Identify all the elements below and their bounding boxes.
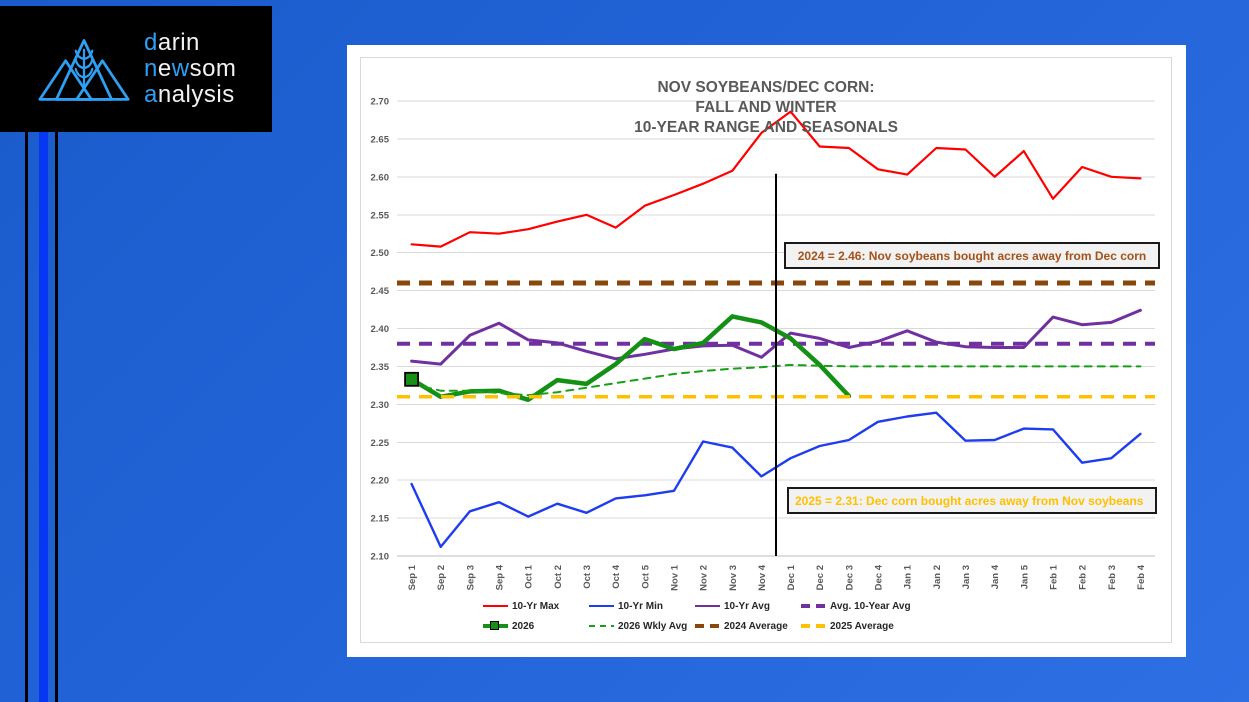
- svg-text:2.60: 2.60: [371, 172, 390, 183]
- legend-swatch-dashed-line: [801, 624, 826, 628]
- chart-plot-svg: 2.10 2.15 2.20 2.25 2.30 2.35 2.40 2.45 2.50 2.55…: [371, 97, 1155, 591]
- legend-item: 10-Yr Max: [483, 598, 589, 614]
- annotation-2025-average: 2025 = 2.31: Dec corn bought acres away …: [787, 487, 1157, 514]
- svg-text:Dec 1: Dec 1: [786, 564, 797, 590]
- legend-swatch-line: [483, 620, 508, 630]
- svg-text:Dec 3: Dec 3: [844, 565, 855, 590]
- svg-text:Nov 1: Nov 1: [670, 564, 681, 591]
- svg-text:Sep 2: Sep 2: [436, 565, 447, 590]
- legend-item: 2026 Wkly Avg: [589, 618, 695, 634]
- annotation-2024-average: 2024 = 2.46: Nov soybeans bought acres a…: [784, 242, 1160, 269]
- legend-item: 2025 Average: [801, 618, 907, 634]
- svg-text:2.20: 2.20: [371, 476, 390, 487]
- svg-text:Sep 4: Sep 4: [495, 564, 506, 590]
- svg-text:Jan 1: Jan 1: [903, 564, 914, 589]
- legend-label: 2026 Wkly Avg: [618, 620, 688, 632]
- svg-text:2.45: 2.45: [371, 286, 390, 297]
- svg-text:Jan 5: Jan 5: [1019, 564, 1030, 589]
- svg-text:2.25: 2.25: [371, 438, 390, 449]
- svg-text:2.15: 2.15: [371, 514, 390, 525]
- svg-text:Oct 4: Oct 4: [611, 564, 622, 588]
- legend-label: 10-Yr Min: [618, 600, 664, 612]
- legend-item: 10-Yr Min: [589, 598, 695, 614]
- legend-item: Avg. 10-Year Avg: [801, 598, 911, 614]
- svg-text:Oct 1: Oct 1: [524, 564, 535, 588]
- legend-label: 10-Yr Avg: [724, 600, 770, 612]
- legend-item: 2024 Average: [695, 618, 801, 634]
- svg-text:Nov 2: Nov 2: [699, 565, 710, 591]
- svg-text:Oct 3: Oct 3: [582, 565, 593, 589]
- legend-swatch-dashed-line: [589, 624, 614, 628]
- svg-text:Oct 2: Oct 2: [553, 565, 564, 589]
- svg-text:Oct 5: Oct 5: [640, 564, 651, 588]
- legend-swatch-line: [589, 604, 614, 608]
- legend-label: 10-Yr Max: [512, 600, 560, 612]
- legend-label: 2026: [512, 620, 535, 632]
- svg-text:Jan 4: Jan 4: [990, 564, 1001, 589]
- plot-frame: [360, 57, 1172, 643]
- chart-title-line-3: 10-YEAR RANGE AND SEASONALS: [634, 119, 898, 136]
- chart-panel: 2.10 2.15 2.20 2.25 2.30 2.35 2.40 2.45 2.50 2.55…: [347, 45, 1186, 657]
- svg-text:2.40: 2.40: [371, 324, 390, 335]
- mountains-wheat-icon: [38, 39, 130, 101]
- legend-swatch-dashed-line: [695, 623, 720, 629]
- legend-swatch-line: [695, 604, 720, 608]
- svg-text:Sep 1: Sep 1: [407, 564, 418, 590]
- chart-legend: 10-Yr Max 10-Yr Min 10-Yr Avg Avg. 10-Year …: [483, 598, 911, 634]
- svg-text:2.30: 2.30: [371, 400, 390, 411]
- svg-text:Jan 2: Jan 2: [932, 565, 943, 589]
- chart-title: NOV SOYBEANS/DEC CORN: FALL AND WINTER 1…: [360, 78, 1172, 138]
- svg-text:Nov 3: Nov 3: [728, 565, 739, 591]
- svg-text:Dec 2: Dec 2: [815, 565, 826, 590]
- svg-text:Feb 2: Feb 2: [1078, 565, 1089, 590]
- svg-text:Feb 4: Feb 4: [1136, 564, 1147, 590]
- chart-title-line-2: FALL AND WINTER: [695, 99, 837, 116]
- brand-logo: darin newsom analysis: [0, 6, 272, 132]
- vertical-stripe-black-left: [25, 132, 28, 702]
- legend-label: Avg. 10-Year Avg: [830, 600, 911, 612]
- legend-label: 2024 Average: [724, 620, 788, 632]
- chart-title-line-1: NOV SOYBEANS/DEC CORN:: [657, 79, 875, 96]
- vertical-stripe-blue: [39, 132, 48, 702]
- brand-line-newsom: newsom: [144, 55, 237, 82]
- legend-item: 2026: [483, 618, 589, 634]
- svg-text:2.10: 2.10: [371, 552, 390, 563]
- svg-text:2.65: 2.65: [371, 134, 390, 145]
- svg-text:2.35: 2.35: [371, 362, 390, 373]
- vertical-stripe-black-right: [55, 132, 58, 702]
- legend-item: 10-Yr Avg: [695, 598, 801, 614]
- svg-text:Dec 4: Dec 4: [874, 564, 885, 590]
- svg-text:Jan 3: Jan 3: [961, 565, 972, 589]
- legend-swatch-dashed-line: [801, 604, 826, 608]
- legend-label: 2025 Average: [830, 620, 894, 632]
- svg-text:2.50: 2.50: [371, 248, 390, 259]
- svg-text:Feb 1: Feb 1: [1049, 564, 1060, 590]
- brand-text: darin newsom analysis: [144, 30, 236, 108]
- svg-text:2.55: 2.55: [371, 210, 390, 221]
- legend-square-marker: [490, 620, 499, 630]
- svg-text:2.70: 2.70: [371, 97, 390, 108]
- legend-swatch-line: [483, 604, 508, 608]
- svg-text:Sep 3: Sep 3: [465, 565, 476, 590]
- brand-line-analysis: analysis: [144, 81, 235, 108]
- svg-text:Feb 3: Feb 3: [1107, 565, 1118, 590]
- svg-text:Nov 4: Nov 4: [757, 564, 768, 591]
- brand-line-darin: darin: [144, 29, 200, 56]
